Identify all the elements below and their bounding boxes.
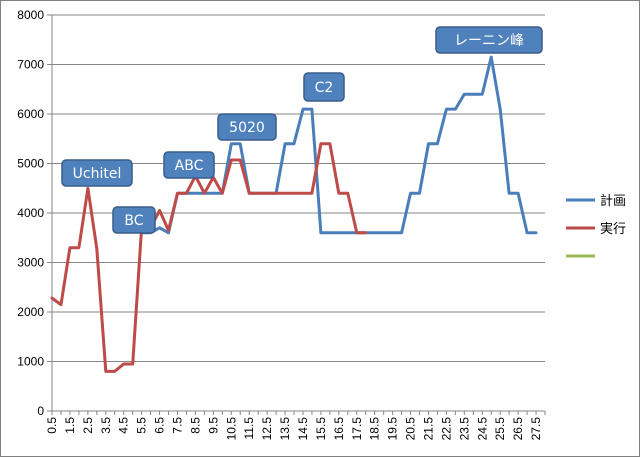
x-tick-label: 19.5 — [386, 417, 400, 441]
y-tick-label: 1000 — [17, 355, 44, 369]
x-tick-label: 20.5 — [404, 417, 418, 441]
x-tick-label: 1.5 — [63, 417, 77, 434]
callout-box — [303, 72, 345, 102]
legend-label: 実行 — [600, 221, 626, 237]
callout-label: ABC — [175, 158, 204, 174]
callout-3: 5020 — [217, 113, 277, 141]
callout-box — [435, 26, 543, 54]
series-line-0 — [140, 55, 538, 235]
x-tick-label: 17.5 — [350, 417, 364, 441]
callout-label: レーニン峰 — [454, 33, 524, 49]
series-line-1 — [50, 142, 368, 373]
x-tick-label: 11.5 — [242, 417, 256, 440]
y-tick-label: 4000 — [17, 206, 44, 220]
legend-entry-1: 実行 — [566, 221, 626, 237]
y-tick-label: 8000 — [17, 8, 44, 22]
callout-label: BC — [124, 213, 143, 229]
x-tick-label: 25.5 — [493, 417, 507, 441]
callout-box — [61, 159, 133, 187]
x-tick-label: 2.5 — [81, 417, 95, 434]
x-tick-label: 24.5 — [475, 417, 489, 441]
callout-label: C2 — [315, 80, 334, 96]
y-tick-label: 5000 — [17, 157, 44, 171]
callout-1: BC — [112, 206, 156, 234]
callout-label: Uchitel — [73, 166, 122, 182]
x-tick-label: 3.5 — [99, 417, 113, 434]
legend-entry-0: 計画 — [566, 193, 626, 209]
x-tick-label: 5.5 — [135, 417, 149, 434]
callout-box — [112, 206, 156, 234]
callout-0: Uchitel — [61, 159, 133, 187]
legend-label: 計画 — [600, 193, 626, 209]
x-tick-label: 13.5 — [278, 417, 292, 441]
callout-label: 5020 — [229, 120, 265, 136]
callout-box — [163, 151, 215, 179]
x-tick-label: 9.5 — [206, 417, 220, 434]
x-tick-label: 0.5 — [45, 417, 59, 434]
x-tick-label: 21.5 — [421, 417, 435, 441]
x-tick-label: 16.5 — [332, 417, 346, 441]
x-tick-label: 27.5 — [529, 417, 543, 441]
x-tick-label: 6.5 — [153, 417, 167, 434]
y-tick-label: 0 — [37, 404, 44, 418]
y-tick-label: 3000 — [17, 256, 44, 270]
x-tick-label: 22.5 — [439, 417, 453, 441]
callout-2: ABC — [163, 151, 215, 179]
x-tick-label: 15.5 — [314, 417, 328, 441]
callout-4: C2 — [303, 72, 345, 102]
x-tick-label: 10.5 — [224, 417, 238, 441]
callout-box — [217, 113, 277, 141]
x-tick-label: 26.5 — [511, 417, 525, 441]
y-tick-label: 2000 — [17, 305, 44, 319]
x-tick-label: 8.5 — [188, 417, 202, 434]
x-tick-label: 12.5 — [260, 417, 274, 441]
x-tick-label: 4.5 — [117, 417, 131, 434]
y-tick-label: 7000 — [17, 58, 44, 72]
x-tick-label: 23.5 — [457, 417, 471, 441]
x-tick-label: 18.5 — [368, 417, 382, 441]
callouts: Uchitel BC ABC 5020 C2 レーニン峰 — [61, 26, 543, 234]
x-tick-label: 14.5 — [296, 417, 310, 441]
axes: 0 1000 2000 3000 4000 5000 6000 7000 8000 0.5 1.5 2… — [17, 8, 546, 441]
x-tick-label: 7.5 — [170, 417, 184, 434]
series-lines — [50, 55, 538, 373]
callout-5: レーニン峰 — [435, 26, 543, 54]
y-tick-label: 6000 — [17, 107, 44, 121]
